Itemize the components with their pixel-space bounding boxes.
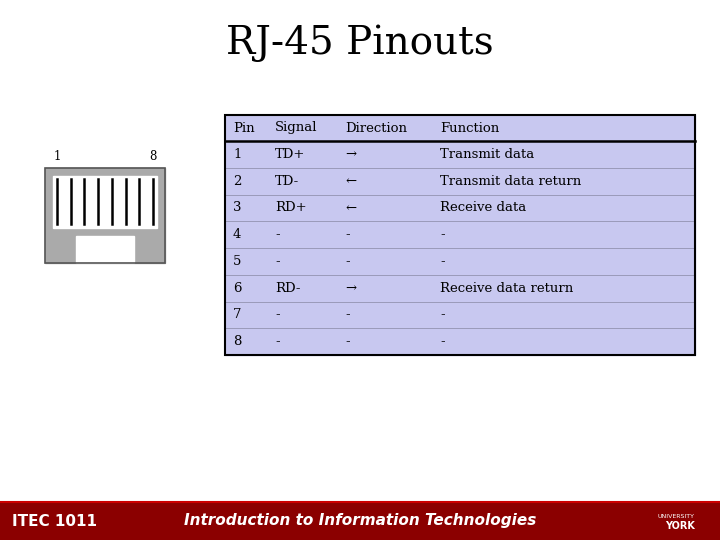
Text: YORK: YORK xyxy=(665,521,695,531)
Text: -: - xyxy=(345,255,350,268)
Text: UNIVERSITY: UNIVERSITY xyxy=(658,514,695,518)
Text: RD-: RD- xyxy=(275,282,300,295)
Text: Introduction to Information Technologies: Introduction to Information Technologies xyxy=(184,514,536,529)
Text: →: → xyxy=(345,148,356,161)
Text: 4: 4 xyxy=(233,228,241,241)
Bar xyxy=(53,176,157,228)
Text: -: - xyxy=(275,308,279,321)
Text: →: → xyxy=(345,282,356,295)
Text: Direction: Direction xyxy=(345,122,407,134)
Text: TD-: TD- xyxy=(275,174,300,187)
Bar xyxy=(0,502,720,540)
Text: -: - xyxy=(275,335,279,348)
Bar xyxy=(45,167,165,262)
Text: ITEC 1011: ITEC 1011 xyxy=(12,514,97,529)
Text: Signal: Signal xyxy=(275,122,318,134)
Text: 1: 1 xyxy=(233,148,241,161)
Text: RD+: RD+ xyxy=(275,201,307,214)
Text: -: - xyxy=(440,255,445,268)
Text: Pin: Pin xyxy=(233,122,255,134)
Text: -: - xyxy=(440,228,445,241)
Bar xyxy=(45,167,165,262)
Text: -: - xyxy=(345,228,350,241)
Text: RJ-45 Pinouts: RJ-45 Pinouts xyxy=(226,25,494,63)
Text: 7: 7 xyxy=(233,308,241,321)
Text: -: - xyxy=(345,308,350,321)
Text: ←: ← xyxy=(345,201,356,214)
Text: 8: 8 xyxy=(233,335,241,348)
Text: 3: 3 xyxy=(233,201,241,214)
Text: TD+: TD+ xyxy=(275,148,305,161)
Text: -: - xyxy=(275,255,279,268)
Bar xyxy=(76,236,134,262)
Text: 1: 1 xyxy=(53,150,60,163)
Bar xyxy=(225,115,695,355)
Text: 2: 2 xyxy=(233,174,241,187)
Text: Transmit data return: Transmit data return xyxy=(440,174,581,187)
Text: ←: ← xyxy=(345,174,356,187)
Text: 5: 5 xyxy=(233,255,241,268)
Text: 8: 8 xyxy=(149,150,157,163)
Text: Receive data return: Receive data return xyxy=(440,282,573,295)
Text: -: - xyxy=(345,335,350,348)
Bar xyxy=(225,115,695,355)
Text: Transmit data: Transmit data xyxy=(440,148,534,161)
Text: -: - xyxy=(275,228,279,241)
Text: Function: Function xyxy=(440,122,499,134)
Text: Receive data: Receive data xyxy=(440,201,526,214)
Text: -: - xyxy=(440,308,445,321)
Text: 6: 6 xyxy=(233,282,241,295)
Text: -: - xyxy=(440,335,445,348)
